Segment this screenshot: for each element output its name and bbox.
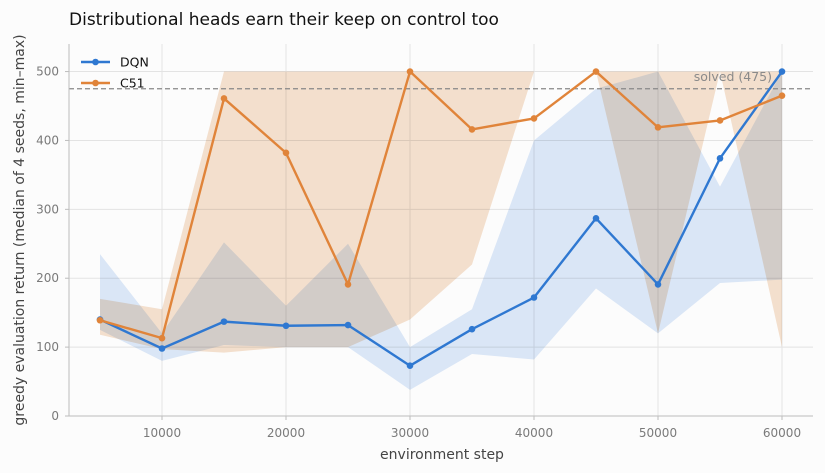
y-axis-label: greedy evaluation return (median of 4 se… <box>12 34 28 425</box>
x-tick-label: 50000 <box>639 426 677 440</box>
chart-title: Distributional heads earn their keep on … <box>69 10 499 30</box>
point-c51 <box>530 115 538 122</box>
point-dqn <box>530 294 538 301</box>
series-line-dqn <box>99 70 783 367</box>
point-dqn <box>406 362 414 370</box>
x-axis-label: environment step <box>380 447 504 463</box>
point-c51 <box>220 95 228 102</box>
series-line-c51 <box>99 70 783 340</box>
x-tick-label: 60000 <box>763 426 801 440</box>
y-tick-label: 0 <box>51 409 59 423</box>
x-tick-label: 30000 <box>391 426 429 440</box>
x-tick-label: 10000 <box>143 426 181 440</box>
point-c51 <box>406 68 414 75</box>
reference-line-group: solved (475) <box>69 69 813 90</box>
point-c51 <box>282 149 290 157</box>
y-tick-label: 300 <box>36 202 59 216</box>
y-tick-label: 500 <box>36 65 59 79</box>
point-dqn <box>654 281 662 288</box>
axes <box>68 44 813 417</box>
tick-labels: 10000 20000 30000 40000 50000 60000 0 100 200 300… <box>36 65 801 440</box>
legend-marker-c51 <box>92 79 99 87</box>
point-c51 <box>592 68 600 75</box>
legend-label-c51: C51 <box>120 76 145 91</box>
point-dqn <box>468 325 476 333</box>
point-dqn <box>778 68 786 75</box>
point-dqn <box>220 318 228 325</box>
point-c51 <box>96 316 104 324</box>
point-dqn <box>344 321 352 329</box>
reference-line-label: solved (475) <box>694 69 772 84</box>
point-c51 <box>716 117 724 124</box>
x-tick-label: 40000 <box>515 426 553 440</box>
x-tick-label: 20000 <box>267 426 305 440</box>
point-dqn <box>592 214 600 222</box>
point-c51 <box>654 124 662 131</box>
legend-marker-dqn <box>92 58 99 66</box>
point-dqn <box>158 345 166 352</box>
legend: DQN C51 <box>81 55 149 91</box>
min-max-bands <box>100 71 782 390</box>
series-lines <box>96 68 786 370</box>
point-dqn <box>716 155 724 162</box>
point-c51 <box>344 281 352 288</box>
y-tick-label: 100 <box>36 340 59 354</box>
point-c51 <box>468 126 476 133</box>
y-tick-label: 200 <box>36 271 59 285</box>
legend-label-dqn: DQN <box>120 55 149 70</box>
point-c51 <box>158 334 166 342</box>
point-c51 <box>778 92 786 99</box>
y-tick-label: 400 <box>36 133 59 147</box>
point-dqn <box>282 322 290 330</box>
band-c51 <box>100 71 782 353</box>
